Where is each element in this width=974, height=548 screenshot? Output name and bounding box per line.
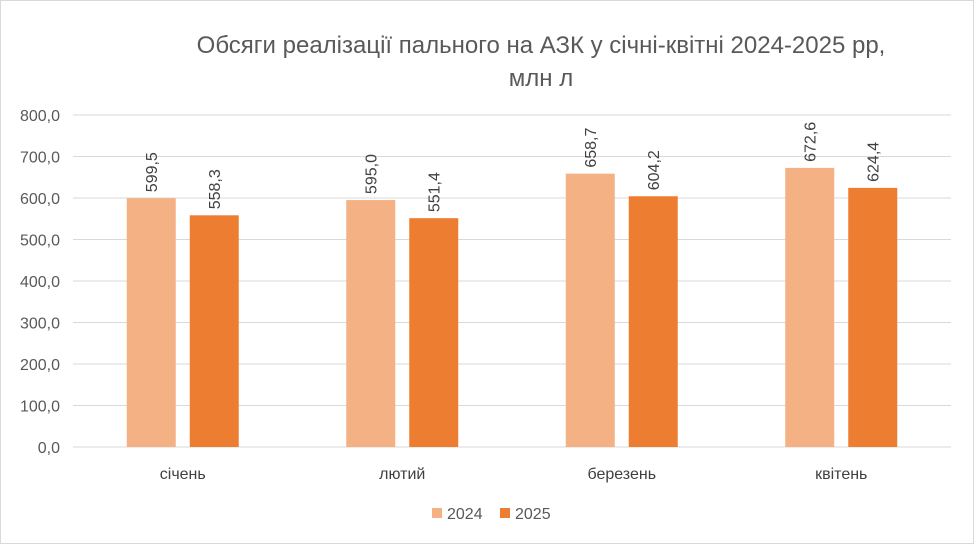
data-label: 551,4: [427, 172, 444, 212]
chart-title-line-1: Обсяги реалізації пального на АЗК у січн…: [197, 32, 886, 59]
legend-label: 2025: [515, 506, 551, 523]
bar-2025-лютий: [409, 218, 459, 447]
bar-2024-лютий: [346, 200, 396, 447]
legend: 2024 2025: [432, 506, 551, 523]
x-axis-categories: січень лютий березень квітень: [160, 466, 868, 483]
y-tick-label: 400,0: [20, 274, 60, 291]
bar-2025-березень: [628, 196, 678, 447]
y-tick-label: 800,0: [20, 108, 60, 125]
data-label: 558,3: [207, 169, 224, 209]
y-tick-label: 600,0: [20, 191, 60, 208]
y-tick-label: 500,0: [20, 233, 60, 250]
y-axis-ticks: 0,0 100,0 200,0 300,0 400,0 500,0 600,0 700,0 80…: [20, 108, 60, 457]
category-label: січень: [160, 466, 206, 483]
y-tick-label: 200,0: [20, 357, 60, 374]
data-labels: 599,5 558,3 595,0 551,4 658,7 604,2 672,6 624,4: [144, 122, 883, 212]
data-label: 599,5: [144, 152, 161, 192]
legend-label: 2024: [447, 506, 483, 523]
data-label: 624,4: [866, 142, 883, 182]
data-label: 658,7: [583, 127, 600, 167]
bar-2024-січень: [126, 198, 176, 447]
y-tick-label: 100,0: [20, 399, 60, 416]
data-label: 595,0: [364, 154, 381, 194]
bar-2025-січень: [189, 215, 239, 447]
legend-swatch-2024: [432, 508, 442, 518]
legend-swatch-2025: [500, 508, 510, 518]
data-label: 604,2: [646, 150, 663, 190]
bar-2025-квітень: [848, 187, 898, 447]
y-tick-label: 700,0: [20, 150, 60, 167]
bar-2024-квітень: [785, 167, 835, 447]
category-label: лютий: [379, 466, 425, 483]
category-label: квітень: [815, 466, 867, 483]
bar-2024-березень: [565, 173, 615, 447]
data-label: 672,6: [803, 122, 820, 162]
y-tick-label: 0,0: [38, 440, 60, 457]
bars: [126, 167, 898, 447]
category-label: березень: [587, 466, 656, 483]
chart-title-line-2: млн л: [509, 65, 573, 92]
y-tick-label: 300,0: [20, 316, 60, 333]
